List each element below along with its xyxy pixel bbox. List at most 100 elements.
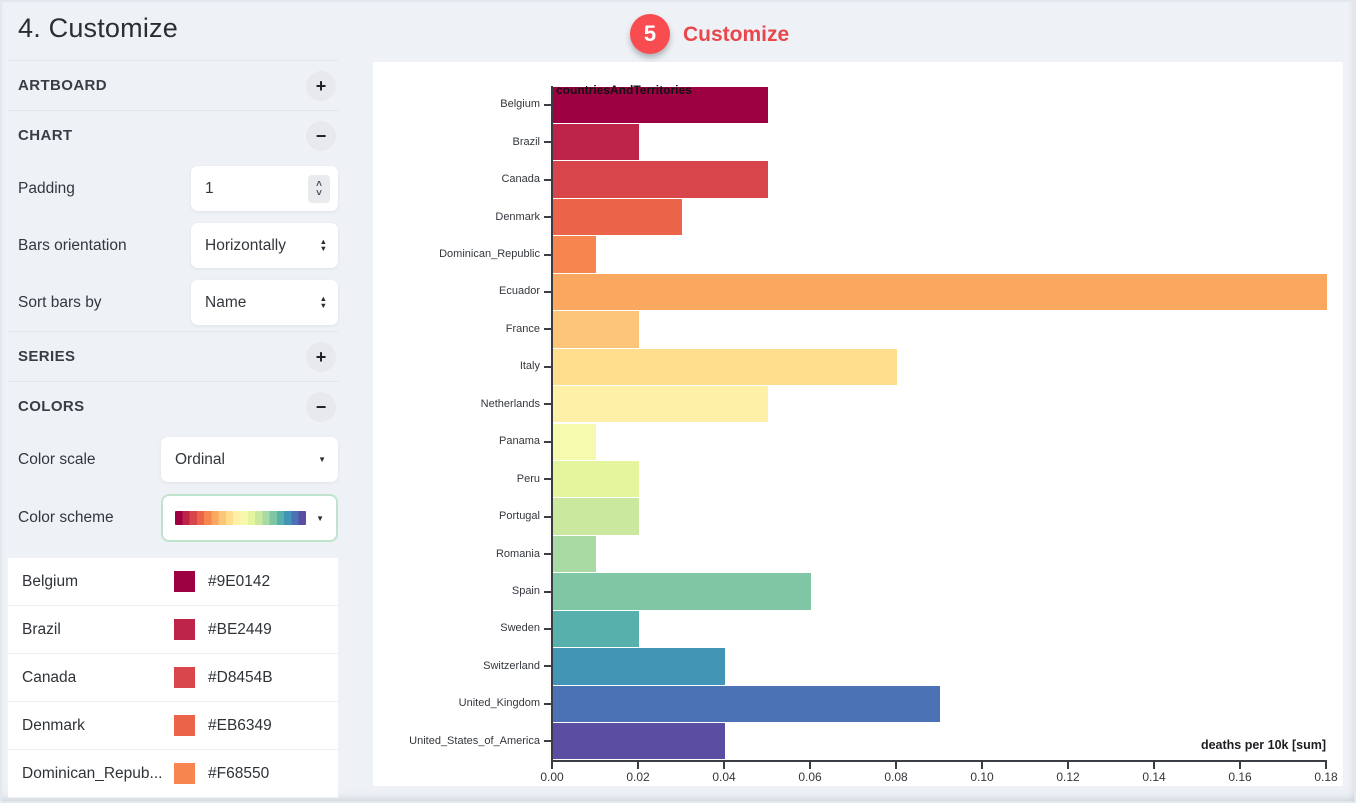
x-axis-tick [809, 762, 811, 769]
bar-Dominican_Republic [553, 236, 596, 273]
dropdown-caret-icon: ▼ [318, 455, 326, 464]
y-axis-tick [544, 178, 551, 181]
bar-Canada [553, 161, 768, 198]
color-scheme-select[interactable]: ▼ [161, 494, 338, 542]
color-list-item[interactable]: Brazil #BE2449 [8, 606, 338, 654]
bar-Panama [553, 423, 596, 460]
x-axis-tick [1067, 762, 1069, 769]
bar-Switzerland [553, 648, 725, 685]
step-label: Customize [683, 23, 790, 46]
padding-value: 1 [205, 179, 214, 197]
color-item-hex: #F68550 [208, 764, 270, 782]
color-scale-row: Color scale Ordinal ▼ [8, 431, 338, 488]
y-axis-label: Ecuador [499, 285, 540, 298]
section-chart[interactable]: CHART − [8, 111, 338, 160]
section-colors-label: COLORS [18, 398, 85, 415]
color-swatch[interactable] [174, 763, 195, 784]
y-axis-label: Dominican_Republic [439, 248, 540, 260]
x-axis-tick [895, 762, 897, 769]
x-axis-tick-label: 0.02 [626, 770, 650, 784]
y-axis-tick [544, 328, 551, 331]
color-scale-select[interactable]: Ordinal ▼ [161, 437, 338, 482]
y-axis-label: Italy [519, 360, 540, 373]
x-axis-tick [981, 762, 983, 769]
select-caret-icon: ▲ ▼ [319, 237, 327, 253]
orientation-select[interactable]: Horizontally ▲ ▼ [191, 223, 338, 268]
bar-Sweden [553, 610, 639, 648]
y-axis-label: Canada [501, 173, 540, 186]
bar-Netherlands [553, 386, 768, 423]
y-axis-label: Brazil [512, 135, 540, 148]
y-axis-tick [544, 553, 551, 556]
x-axis-tick-label: 0.12 [1056, 770, 1080, 784]
x-axis-tick-label: 0.08 [884, 770, 908, 784]
y-axis-tick [544, 290, 551, 293]
artboard-expand-button[interactable]: + [306, 70, 336, 101]
x-axis-tick-label: 0.16 [1228, 770, 1252, 784]
color-scheme-label: Color scheme [18, 509, 114, 526]
section-series[interactable]: SERIES + [8, 332, 338, 381]
chart-preview-panel: Belgium Brazil Canada Denmark Dominican_Repu… [373, 62, 1343, 786]
color-swatch[interactable] [174, 619, 195, 640]
color-swatch[interactable] [174, 571, 195, 592]
color-scheme-gradient [175, 511, 307, 525]
y-axis-label: United_Kingdom [458, 697, 540, 710]
y-axis-label: Netherlands [480, 397, 540, 410]
color-swatch[interactable] [174, 667, 195, 688]
bar-France [553, 311, 639, 348]
color-list-item[interactable]: Denmark #EB6349 [8, 702, 338, 750]
sort-row: Sort bars by Name ▲ ▼ [8, 274, 338, 331]
color-item-hex: #9E0142 [208, 572, 271, 590]
color-item-hex: #D8454B [208, 668, 273, 686]
padding-input[interactable]: 1 ˄ ˅ [191, 166, 338, 211]
bar-Ecuador [553, 273, 1327, 311]
y-axis-label: Peru [516, 472, 540, 485]
color-swatch[interactable] [174, 715, 195, 736]
bar-Romania [553, 535, 596, 573]
padding-stepper[interactable]: ˄ ˅ [308, 174, 330, 203]
y-axis-label: Panama [499, 435, 540, 448]
series-expand-button[interactable]: + [306, 341, 336, 372]
x-axis-tick [551, 762, 553, 769]
y-axis-label: Romania [495, 547, 540, 560]
color-list-item[interactable]: Canada #D8454B [8, 654, 338, 702]
color-list-item[interactable]: Dominican_Repub... #F68550 [8, 750, 338, 798]
y-axis-label: France [505, 322, 540, 335]
y-axis-tick [544, 103, 551, 106]
orientation-row: Bars orientation Horizontally ▲ ▼ [8, 217, 338, 274]
x-axis-tick [1153, 762, 1155, 769]
color-item-name: Denmark [22, 716, 85, 734]
x-axis-tick [723, 762, 725, 769]
section-artboard[interactable]: ARTBOARD + [8, 61, 338, 110]
dropdown-caret-icon: ▼ [316, 513, 324, 523]
color-item-name: Belgium [22, 572, 78, 590]
divider [8, 331, 338, 332]
section-colors[interactable]: COLORS − [8, 382, 338, 431]
color-scheme-row: Color scheme ▼ [8, 488, 338, 548]
sort-select[interactable]: Name ▲ ▼ [191, 280, 338, 325]
divider [8, 110, 338, 111]
y-axis-tick [544, 478, 551, 481]
color-item-name: Canada [22, 668, 77, 686]
chart-collapse-button[interactable]: − [306, 120, 336, 151]
stepper-down-icon[interactable]: ˅ [316, 187, 322, 199]
y-axis-label: Portugal [499, 510, 540, 523]
y-axis-tick [544, 253, 551, 256]
padding-row: Padding 1 ˄ ˅ [8, 160, 338, 217]
y-axis-tick [544, 590, 551, 593]
stepper-up-icon[interactable]: ˄ [316, 178, 322, 190]
y-axis-label: Switzerland [483, 659, 540, 672]
bar-Italy [553, 348, 897, 386]
y-axis-label: Belgium [500, 98, 540, 111]
color-item-hex: #BE2449 [208, 620, 272, 638]
y-axis-label: Sweden [500, 622, 540, 635]
x-axis-tick-label: 0.14 [1142, 770, 1166, 784]
color-list-item[interactable]: Belgium #9E0142 [8, 558, 338, 606]
x-axis-tick-label: 0.18 [1314, 770, 1338, 784]
series-color-list: Belgium #9E0142 Brazil #BE2449 Canada #D… [8, 558, 338, 798]
divider [8, 381, 338, 382]
x-axis-tick-label: 0.06 [798, 770, 822, 784]
colors-collapse-button[interactable]: − [306, 391, 336, 422]
section-series-label: SERIES [18, 348, 76, 365]
